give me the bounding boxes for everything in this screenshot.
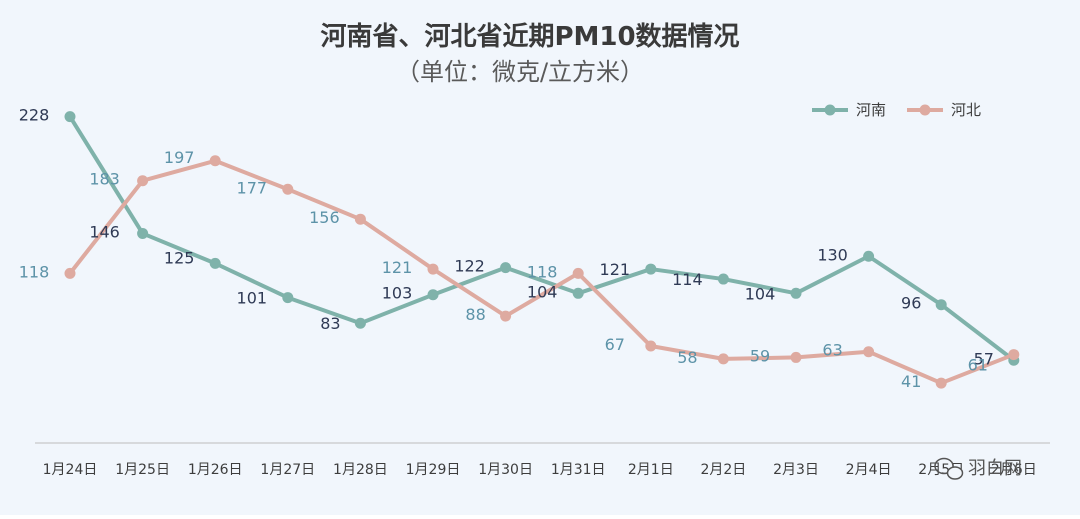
x-tick-label: 2月3日 [773,462,819,478]
data-label: 121 [382,258,413,277]
x-tick-label: 1月27日 [260,462,315,478]
wechat-icon [934,457,964,480]
data-point [717,353,729,365]
legend-label: 河北 [951,101,981,119]
data-label: 118 [19,262,50,281]
data-point [572,267,584,279]
watermark: 羽白网 [934,457,1022,480]
data-label: 58 [677,348,697,367]
data-point [500,262,512,274]
data-label: 61 [968,356,988,375]
data-label: 114 [672,270,703,289]
data-label: 122 [454,257,485,276]
data-label: 41 [901,372,921,391]
data-point [863,346,875,358]
x-tick-label: 1月29日 [406,462,461,478]
data-label: 57 [974,349,994,368]
series-line-hebei [68,158,1015,386]
data-label: 125 [164,248,195,267]
data-point [209,257,221,269]
data-label: 177 [237,178,268,197]
x-tick-label: 1月26日 [188,462,243,478]
legend: 河南 河北 [812,101,981,119]
data-label: 88 [465,305,485,324]
x-tick-label: 1月30日 [478,462,533,478]
data-point [64,267,76,279]
data-point [790,287,802,299]
data-label: 130 [817,245,848,264]
data-point [645,263,657,275]
data-point [717,273,729,285]
data-label: 103 [382,284,413,303]
data-point [863,250,875,262]
x-tick-label: 1月25日 [115,462,170,478]
x-tick-label: 1月24日 [43,462,98,478]
data-point [1008,349,1020,361]
x-tick-label: 2月2日 [700,462,746,478]
data-point [935,299,947,311]
data-labels: 228 146 125 101 83 103 122 104 121 114 104 130 96 57 1… [19,106,994,391]
legend-label: 河南 [856,101,886,119]
data-label: 63 [822,341,842,360]
series-lines [68,115,1016,386]
data-point [500,310,512,322]
data-label: 104 [527,282,558,301]
data-point [427,263,439,275]
x-tick-label: 2月4日 [846,462,892,478]
data-point [572,287,584,299]
data-label: 59 [750,346,770,365]
data-label: 121 [600,260,631,279]
data-point [354,317,366,329]
x-tick-label: 2月6日 [991,462,1037,478]
data-point [282,183,294,195]
data-label: 83 [320,314,340,333]
x-tick-label: 1月31日 [551,462,606,478]
x-tick-label: 2月1日 [628,462,674,478]
series-points [64,111,1020,389]
data-label: 67 [605,335,625,354]
chart-title: 河南省、河北省近期PM10数据情况 [320,22,739,52]
data-point [790,351,802,363]
legend-marker [919,104,931,116]
data-label: 156 [309,208,340,227]
data-point [137,227,149,239]
data-point [645,340,657,352]
data-label: 104 [745,284,776,303]
data-point [137,175,149,187]
data-label: 197 [164,148,195,167]
data-point [282,292,294,304]
data-label: 101 [237,289,268,308]
x-axis-ticks: 1月24日 1月25日 1月26日 1月27日 1月28日 1月29日 1月30日 1月31日… [43,462,1037,478]
watermark-text: 羽白网 [968,458,1022,479]
chart-subtitle: （单位：微克/立方米） [396,58,644,86]
data-label: 96 [901,294,921,313]
data-label: 146 [89,222,120,241]
data-point [64,111,76,123]
data-point [209,155,221,167]
x-tick-label: 1月28日 [333,462,388,478]
data-label: 228 [19,106,50,125]
data-label: 118 [527,262,558,281]
legend-marker [824,104,836,116]
data-point [427,289,439,301]
data-point [935,377,947,389]
data-point [354,213,366,225]
series-line-henan [68,115,1016,362]
data-label: 183 [89,170,120,189]
